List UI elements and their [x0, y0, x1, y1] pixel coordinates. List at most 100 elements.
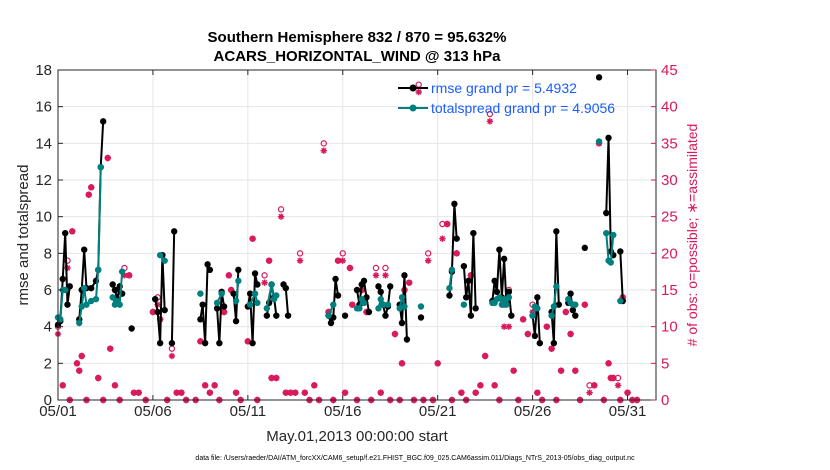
obs-assimilated-marker	[282, 389, 290, 396]
obs-assimilated-marker	[505, 323, 513, 330]
obs-assimilated-marker	[225, 272, 233, 279]
totalspread-point	[232, 297, 240, 305]
rmse-point	[282, 284, 290, 292]
rmse-line	[462, 233, 477, 316]
x-tick-label: 05/01	[39, 403, 77, 420]
y-right-tick-label: 20	[661, 245, 678, 262]
obs-assimilated-marker	[458, 389, 465, 396]
totalspread-point	[92, 295, 100, 303]
obs-assimilated-marker	[107, 345, 114, 352]
obs-assimilated-marker	[320, 147, 327, 154]
obs-assimilated-marker	[261, 279, 268, 286]
rmse-point	[273, 312, 280, 319]
totalspread-point	[379, 301, 387, 308]
rmse-point	[467, 312, 475, 319]
totalspread-point	[610, 231, 617, 239]
rmse-point	[572, 312, 579, 319]
rmse-point	[382, 312, 389, 319]
rmse-point	[230, 290, 237, 297]
totalspread-point	[460, 301, 468, 308]
rmse-point	[398, 319, 406, 327]
rmse-point	[246, 290, 254, 297]
rmse-point	[496, 246, 503, 253]
rmse-point	[62, 229, 69, 237]
rmse-point	[161, 306, 168, 314]
y-right-tick-label: 45	[661, 62, 678, 79]
rmse-point	[553, 228, 560, 235]
rmse-point	[341, 312, 349, 319]
totalspread-point	[218, 290, 225, 297]
totalspread-point	[235, 277, 242, 285]
obs-assimilated-marker	[372, 272, 380, 279]
obs-assimilated-marker	[73, 360, 81, 367]
totalspread-point	[553, 283, 560, 290]
obs-assimilated-marker	[206, 389, 214, 396]
rmse-point	[605, 134, 612, 142]
obs-assimilated-marker	[287, 389, 294, 396]
rmse-point	[206, 266, 214, 274]
totalspread-point	[156, 251, 164, 259]
totalspread-point	[505, 294, 513, 301]
obs-assimilated-marker	[227, 286, 235, 294]
plot-frame	[57, 69, 657, 401]
rmse-point	[66, 283, 73, 290]
x-tick-label: 05/11	[230, 403, 266, 420]
totalspread-point	[62, 286, 69, 294]
obs-assimilated-marker	[273, 374, 280, 382]
rmse-point	[232, 317, 240, 325]
totalspread-point	[446, 284, 453, 292]
rmse-point	[451, 200, 458, 208]
obs-assimilated-marker	[548, 345, 555, 352]
rmse-line	[170, 231, 176, 344]
rmse-point	[88, 284, 95, 292]
rmse-point	[249, 339, 256, 347]
obs-assimilated-marker	[349, 301, 356, 308]
obs-possible-marker	[320, 140, 327, 147]
rmse-point	[327, 319, 335, 327]
obs-assimilated-marker	[265, 257, 273, 264]
obs-assimilated-marker	[562, 308, 570, 316]
x-tick-label: 05/31	[609, 403, 647, 420]
rmse-point	[462, 294, 470, 301]
obs-assimilated-marker	[467, 272, 475, 279]
y-tick-label: 16	[35, 99, 52, 116]
obs-assimilated-marker	[439, 235, 446, 242]
obs-assimilated-marker	[76, 367, 83, 374]
rmse-point	[567, 290, 574, 297]
obs-assimilated-marker	[610, 374, 617, 382]
obs-assimilated-marker	[130, 389, 138, 396]
rmse-point	[156, 339, 164, 347]
totalspread-point	[498, 301, 506, 308]
totalspread-point	[97, 163, 104, 171]
totalspread-point	[617, 297, 624, 305]
totalspread-point	[161, 257, 168, 264]
rmse-point	[377, 288, 384, 296]
obs-assimilated-marker	[277, 213, 285, 220]
obs-possible-marker	[277, 206, 285, 213]
obs-assimilated-marker	[406, 279, 413, 286]
plot-area	[58, 70, 656, 400]
obs-assimilated-marker	[104, 154, 111, 162]
rmse-point	[99, 118, 107, 125]
y-right-tick-label: 40	[661, 99, 678, 116]
rmse-point	[284, 312, 292, 319]
obs-assimilated-marker	[85, 191, 92, 198]
totalspread-point	[607, 259, 615, 266]
rmse-point	[80, 246, 88, 253]
obs-assimilated-marker	[220, 308, 228, 316]
obs-assimilated-marker	[572, 367, 579, 374]
obs-assimilated-marker	[154, 301, 161, 308]
rmse-point	[493, 288, 501, 296]
obs-assimilated-marker	[486, 118, 494, 125]
obs-assimilated-marker	[605, 360, 612, 367]
obs-assimilated-marker	[149, 308, 157, 316]
rmse-point	[603, 209, 610, 217]
obs-assimilated-marker	[325, 308, 332, 316]
obs-assimilated-marker	[197, 338, 204, 345]
obs-assimilated-marker	[69, 228, 76, 235]
totalspread-point	[251, 290, 259, 297]
rmse-point	[472, 305, 479, 312]
obs-assimilated-marker	[398, 360, 406, 367]
rmse-point	[387, 283, 394, 290]
